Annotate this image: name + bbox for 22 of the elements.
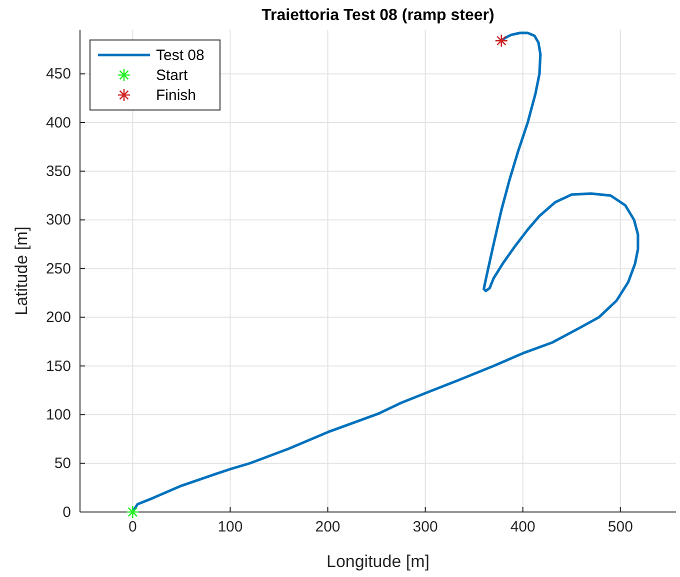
- chart-title: Traiettoria Test 08 (ramp steer): [262, 7, 494, 24]
- y-tick-label: 50: [54, 455, 71, 472]
- x-tick-label: 300: [412, 518, 438, 536]
- y-tick-label: 0: [62, 504, 71, 521]
- y-tick-label: 250: [46, 260, 71, 278]
- x-tick-label: 0: [128, 518, 137, 536]
- x-tick-label: 400: [510, 518, 536, 536]
- x-tick-label: 500: [608, 518, 633, 536]
- x-axis-title: Longitude [m]: [326, 552, 430, 571]
- y-tick-label: 450: [46, 66, 71, 83]
- y-axis-title: Latitude [m]: [12, 226, 31, 316]
- legend-label: Finish: [156, 87, 196, 104]
- legend-label: Start: [156, 67, 189, 84]
- x-tick-label: 200: [315, 518, 340, 536]
- y-tick-label: 150: [46, 358, 71, 375]
- y-tick-label: 350: [46, 162, 71, 180]
- legend-label: Test 08: [156, 47, 204, 64]
- y-tick-label: 400: [46, 114, 71, 132]
- x-tick-label: 100: [218, 518, 243, 536]
- y-tick-label: 100: [46, 406, 71, 424]
- y-tick-label: 300: [46, 212, 71, 229]
- y-tick-label: 200: [46, 309, 71, 326]
